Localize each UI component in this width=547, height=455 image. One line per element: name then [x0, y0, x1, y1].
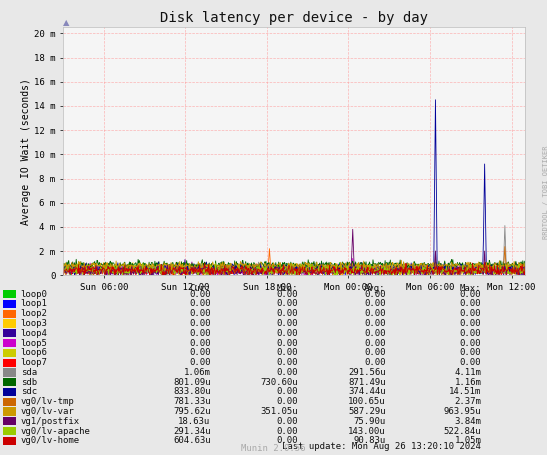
Text: 2.37m: 2.37m: [455, 397, 481, 406]
Text: 963.95u: 963.95u: [444, 407, 481, 416]
Text: 1.16m: 1.16m: [455, 378, 481, 387]
Text: 4.11m: 4.11m: [455, 368, 481, 377]
Y-axis label: Average IO Wait (seconds): Average IO Wait (seconds): [21, 78, 31, 225]
Text: 0.00: 0.00: [277, 309, 298, 318]
Text: 587.29u: 587.29u: [348, 407, 386, 416]
Text: 0.00: 0.00: [277, 349, 298, 357]
Text: 781.33u: 781.33u: [173, 397, 211, 406]
Text: 143.00u: 143.00u: [348, 427, 386, 435]
Text: 795.62u: 795.62u: [173, 407, 211, 416]
Text: 0.00: 0.00: [364, 319, 386, 328]
Text: 0.00: 0.00: [460, 319, 481, 328]
Title: Disk latency per device - by day: Disk latency per device - by day: [160, 11, 428, 25]
Text: 75.90u: 75.90u: [353, 417, 386, 426]
Text: 0.00: 0.00: [277, 427, 298, 435]
Text: 801.09u: 801.09u: [173, 378, 211, 387]
Text: 351.05u: 351.05u: [260, 407, 298, 416]
Text: loop6: loop6: [21, 349, 48, 357]
Text: 0.00: 0.00: [460, 309, 481, 318]
Text: 0.00: 0.00: [277, 368, 298, 377]
Text: 0.00: 0.00: [460, 358, 481, 367]
Text: 0.00: 0.00: [277, 417, 298, 426]
Text: 0.00: 0.00: [189, 339, 211, 348]
Text: loop3: loop3: [21, 319, 48, 328]
Text: 14.51m: 14.51m: [449, 388, 481, 396]
Text: 0.00: 0.00: [277, 290, 298, 298]
Text: 0.00: 0.00: [189, 329, 211, 338]
Text: 291.56u: 291.56u: [348, 368, 386, 377]
Text: RRDTOOL / TOBI OETIKER: RRDTOOL / TOBI OETIKER: [543, 146, 547, 239]
Text: 374.44u: 374.44u: [348, 388, 386, 396]
Text: 0.00: 0.00: [460, 329, 481, 338]
Text: 0.00: 0.00: [460, 349, 481, 357]
Text: 0.00: 0.00: [189, 319, 211, 328]
Text: vg1/postfix: vg1/postfix: [21, 417, 80, 426]
Text: loop2: loop2: [21, 309, 48, 318]
Text: 3.84m: 3.84m: [455, 417, 481, 426]
Text: vg0/lv-var: vg0/lv-var: [21, 407, 74, 416]
Text: 833.80u: 833.80u: [173, 388, 211, 396]
Text: 291.34u: 291.34u: [173, 427, 211, 435]
Text: 0.00: 0.00: [189, 309, 211, 318]
Text: 871.49u: 871.49u: [348, 378, 386, 387]
Text: Last update: Mon Aug 26 13:20:10 2024: Last update: Mon Aug 26 13:20:10 2024: [282, 442, 481, 451]
Text: Max:: Max:: [460, 284, 481, 293]
Text: ▲: ▲: [63, 18, 69, 27]
Text: 0.00: 0.00: [460, 299, 481, 308]
Text: 0.00: 0.00: [277, 319, 298, 328]
Text: sdc: sdc: [21, 388, 37, 396]
Text: 0.00: 0.00: [277, 299, 298, 308]
Text: loop5: loop5: [21, 339, 48, 348]
Text: 0.00: 0.00: [277, 436, 298, 445]
Text: 0.00: 0.00: [277, 388, 298, 396]
Text: vg0/lv-home: vg0/lv-home: [21, 436, 80, 445]
Text: 0.00: 0.00: [364, 339, 386, 348]
Text: 1.06m: 1.06m: [184, 368, 211, 377]
Text: Cur:: Cur:: [189, 284, 211, 293]
Text: 604.63u: 604.63u: [173, 436, 211, 445]
Text: 0.00: 0.00: [460, 339, 481, 348]
Text: sda: sda: [21, 368, 37, 377]
Text: 0.00: 0.00: [364, 349, 386, 357]
Text: 0.00: 0.00: [364, 299, 386, 308]
Text: 0.00: 0.00: [364, 329, 386, 338]
Text: vg0/lv-tmp: vg0/lv-tmp: [21, 397, 74, 406]
Text: sdb: sdb: [21, 378, 37, 387]
Text: Avg:: Avg:: [364, 284, 386, 293]
Text: 0.00: 0.00: [277, 397, 298, 406]
Text: 90.83u: 90.83u: [353, 436, 386, 445]
Text: 0.00: 0.00: [364, 358, 386, 367]
Text: 0.00: 0.00: [364, 309, 386, 318]
Text: Munin 2.0.56: Munin 2.0.56: [241, 444, 306, 453]
Text: 0.00: 0.00: [189, 358, 211, 367]
Text: 18.63u: 18.63u: [178, 417, 211, 426]
Text: Min:: Min:: [277, 284, 298, 293]
Text: 0.00: 0.00: [189, 290, 211, 298]
Text: 0.00: 0.00: [460, 290, 481, 298]
Text: 0.00: 0.00: [189, 299, 211, 308]
Text: 100.65u: 100.65u: [348, 397, 386, 406]
Text: loop1: loop1: [21, 299, 48, 308]
Text: 0.00: 0.00: [277, 329, 298, 338]
Text: 1.05m: 1.05m: [455, 436, 481, 445]
Text: 0.00: 0.00: [364, 290, 386, 298]
Text: loop4: loop4: [21, 329, 48, 338]
Text: 730.60u: 730.60u: [260, 378, 298, 387]
Text: vg0/lv-apache: vg0/lv-apache: [21, 427, 91, 435]
Text: 522.84u: 522.84u: [444, 427, 481, 435]
Text: 0.00: 0.00: [277, 358, 298, 367]
Text: loop0: loop0: [21, 290, 48, 298]
Text: loop7: loop7: [21, 358, 48, 367]
Text: 0.00: 0.00: [277, 339, 298, 348]
Text: 0.00: 0.00: [189, 349, 211, 357]
